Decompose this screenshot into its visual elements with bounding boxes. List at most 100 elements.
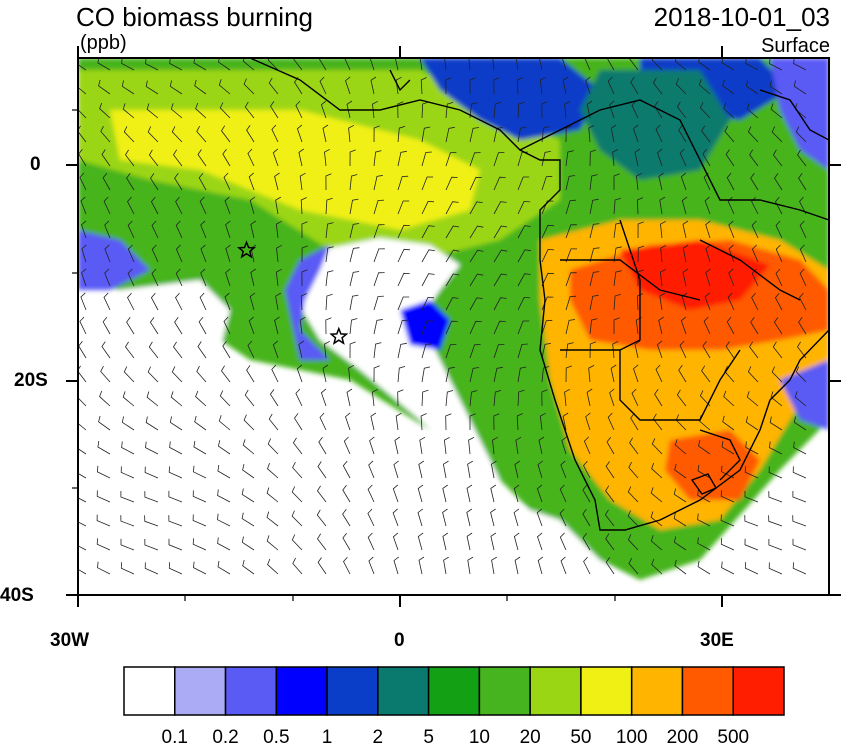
wind-barb [493,344,505,359]
wind-barb [698,415,711,431]
wind-barb [704,196,711,215]
wind-barb [195,390,207,407]
wind-barb [217,489,231,503]
wind-barb [373,224,385,239]
wind-barb [769,441,783,455]
wind-barb [559,484,567,503]
wind-barb [493,225,508,239]
wind-barb [793,416,807,431]
wind-barb [445,320,458,335]
wind-barb [631,100,639,119]
wind-barb [151,268,159,287]
wind-barb [795,366,807,383]
wind-barb [317,533,327,551]
wind-barb [96,514,111,527]
wind-barb [775,268,783,287]
colorbar-label: 50 [570,727,591,748]
wind-barb [517,101,525,119]
y-tick-label-40s: 40S [0,585,34,606]
wind-barb [651,58,663,71]
wind-barb [318,436,327,455]
wind-barb [445,344,457,359]
wind-barb [773,317,783,335]
wind-barb [562,76,569,95]
map-title: CO biomass burning [76,2,313,32]
wind-barb [342,485,351,503]
wind-barb [541,101,548,119]
wind-barb [701,125,711,143]
wind-barb [224,292,231,311]
wind-barb [395,412,402,431]
wind-barb [771,126,783,143]
wind-barb [324,148,330,167]
wind-barb [517,296,531,311]
wind-barb [654,389,663,407]
concentration-field [78,58,829,595]
station-markers [236,240,349,345]
wind-barb [200,220,207,239]
wind-barb [720,514,735,527]
wind-barb [604,509,615,527]
wind-barb [417,484,424,503]
wind-barb [145,58,159,71]
wind-barb [565,175,576,191]
wind-barb [267,462,279,479]
wind-barb [792,538,807,551]
wind-barb [681,196,688,215]
wind-barb [200,244,207,263]
wind-barb [469,320,482,335]
wind-barb [660,220,666,239]
wind-barb [175,244,183,263]
wind-barb [145,416,159,431]
wind-barb [123,366,135,383]
wind-barb [583,436,591,455]
wind-barb [609,100,615,119]
wind-barb [630,77,639,95]
wind-barb [222,148,231,167]
wind-barb [771,366,783,383]
units-label: (ppb) [80,32,127,54]
wind-barb [444,58,447,71]
wind-barb [192,490,207,503]
wind-barb [102,172,111,191]
wind-barb [560,556,567,575]
wind-barb [491,556,498,575]
wind-barb [746,103,759,119]
wind-barb [319,76,327,95]
wind-barb [656,340,663,359]
wind-barb [725,149,735,167]
colorbar-swatch [478,666,531,716]
wind-barb [174,173,183,191]
wind-barb [768,515,783,527]
wind-barb [275,196,282,215]
wind-barb [78,365,87,383]
wind-barb [650,487,663,503]
colorbar-labels: 0.1 0.2 0.5 1 2 5 10 20 50 100 200 500 [162,727,750,748]
wind-barb [797,341,807,359]
wind-barb [745,80,759,95]
wind-barb [343,436,351,455]
wind-barb [768,491,783,503]
wind-barb [651,558,663,575]
wind-barb [144,515,159,527]
wind-barb [394,58,399,71]
wind-barb [605,485,615,503]
wind-barb [750,317,759,335]
wind-barb [697,560,711,575]
wind-barb [349,271,360,287]
wind-barb [442,532,449,551]
wind-barb [609,388,615,407]
wind-barb [120,515,135,527]
wind-barb [517,343,528,359]
wind-barb [469,344,481,359]
wind-barb [493,413,500,431]
wind-barb [97,440,111,455]
wind-barb [324,340,330,359]
wind-barb [241,488,255,503]
wind-barb [292,462,303,479]
wind-barb [349,294,359,311]
wind-barb [349,341,356,359]
wind-barb [371,388,378,407]
wind-barb [676,389,687,407]
wind-barb [674,58,687,71]
